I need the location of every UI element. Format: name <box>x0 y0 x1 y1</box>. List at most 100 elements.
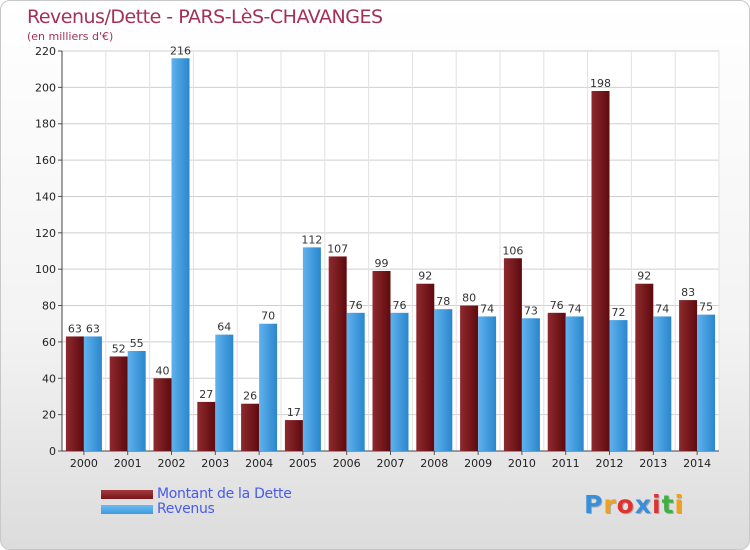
x-tick-label: 2002 <box>158 457 186 470</box>
logo-letter: i <box>674 490 685 519</box>
bar-revenus <box>171 58 190 451</box>
value-label-dette: 17 <box>287 406 301 419</box>
value-label-revenus: 72 <box>612 306 626 319</box>
value-label-dette: 63 <box>68 322 82 335</box>
bar-dette <box>109 356 128 451</box>
value-label-dette: 99 <box>375 257 389 270</box>
value-label-dette: 27 <box>199 388 213 401</box>
value-label-revenus: 74 <box>655 302 669 315</box>
value-label-revenus: 55 <box>130 337 144 350</box>
legend-swatch-dette <box>101 490 153 499</box>
logo-letter: r <box>603 490 617 519</box>
bar-dette <box>547 312 566 451</box>
bar-revenus <box>259 323 278 451</box>
y-tick-label: 60 <box>42 336 56 349</box>
bar-revenus <box>697 314 716 451</box>
chart-subtitle: (en milliers d'€) <box>27 30 114 43</box>
proxiti-logo: Proxiti <box>584 490 684 519</box>
bar-dette <box>679 300 698 451</box>
bar-dette <box>372 271 391 451</box>
bar-dette <box>197 401 216 451</box>
x-tick-label: 2008 <box>420 457 448 470</box>
bar-revenus <box>653 316 672 451</box>
value-label-dette: 92 <box>637 270 651 283</box>
value-label-dette: 107 <box>327 242 348 255</box>
x-tick-label: 2013 <box>639 457 667 470</box>
bar-revenus <box>434 309 453 451</box>
x-tick-label: 2001 <box>114 457 142 470</box>
x-tick-label: 2014 <box>683 457 711 470</box>
y-tick-label: 120 <box>35 227 56 240</box>
bar-revenus <box>521 318 540 451</box>
bar-dette <box>460 305 479 451</box>
bar-dette <box>503 258 522 451</box>
value-label-dette: 80 <box>462 292 476 305</box>
x-tick-label: 2003 <box>201 457 229 470</box>
x-tick-label: 2009 <box>464 457 492 470</box>
logo-letter: t <box>661 490 675 519</box>
value-label-revenus: 70 <box>261 310 275 323</box>
legend-label-dette: Montant de la Dette <box>157 486 292 502</box>
value-label-revenus: 75 <box>699 301 713 314</box>
logo-letter: P <box>584 490 604 519</box>
value-label-dette: 83 <box>681 286 695 299</box>
y-tick-label: 20 <box>42 409 56 422</box>
value-label-dette: 26 <box>243 390 257 403</box>
value-label-revenus: 216 <box>170 44 191 57</box>
x-tick-label: 2000 <box>70 457 98 470</box>
bar-revenus <box>215 334 234 451</box>
bar-revenus <box>390 312 409 451</box>
y-tick-label: 140 <box>35 190 56 203</box>
x-tick-label: 2006 <box>333 457 361 470</box>
legend-label-revenus: Revenus <box>157 501 215 517</box>
y-tick-label: 0 <box>49 445 56 458</box>
logo-letter: i <box>652 490 662 519</box>
y-tick-label: 220 <box>35 45 56 58</box>
value-label-dette: 198 <box>590 77 611 90</box>
bar-dette <box>153 378 172 451</box>
value-label-revenus: 76 <box>393 299 407 312</box>
x-tick-label: 2004 <box>245 457 273 470</box>
y-tick-label: 100 <box>35 263 56 276</box>
legend-swatch-revenus <box>101 505 153 514</box>
value-label-revenus: 64 <box>217 321 231 334</box>
bar-dette <box>284 420 303 451</box>
logo-letter: o <box>616 490 635 519</box>
bar-revenus <box>346 312 365 451</box>
x-tick-label: 2010 <box>508 457 536 470</box>
x-tick-label: 2007 <box>377 457 405 470</box>
value-label-revenus: 78 <box>436 295 450 308</box>
value-label-revenus: 74 <box>568 302 582 315</box>
value-label-dette: 106 <box>502 244 523 257</box>
x-tick-label: 2005 <box>289 457 317 470</box>
y-tick-label: 180 <box>35 118 56 131</box>
bar-revenus <box>565 316 584 451</box>
y-tick-label: 80 <box>42 300 56 313</box>
bar-dette <box>65 336 84 451</box>
bar-revenus <box>478 316 497 451</box>
bar-chart: 0 20 40 60 80 100 120 140 160 180 200 220 63 63 2000 52… <box>35 44 720 470</box>
bar-revenus <box>609 320 628 451</box>
bar-revenus <box>302 247 321 451</box>
bar-dette <box>635 283 654 451</box>
chart-title: Revenus/Dette - PARS-LèS-CHAVANGES <box>27 6 383 28</box>
value-label-revenus: 112 <box>301 233 322 246</box>
bar-dette <box>591 91 610 451</box>
bar-dette <box>241 403 260 451</box>
value-label-dette: 92 <box>418 270 432 283</box>
bar-revenus <box>127 351 146 451</box>
x-tick-label: 2011 <box>552 457 580 470</box>
value-label-revenus: 73 <box>524 304 538 317</box>
y-tick-label: 200 <box>35 81 56 94</box>
bar-revenus <box>83 336 102 451</box>
value-label-revenus: 76 <box>349 299 363 312</box>
logo-letter: x <box>634 490 652 519</box>
y-tick-label: 160 <box>35 154 56 167</box>
value-label-dette: 40 <box>156 364 170 377</box>
value-label-dette: 52 <box>112 342 126 355</box>
x-tick-label: 2012 <box>596 457 624 470</box>
value-label-revenus: 63 <box>86 322 100 335</box>
value-label-revenus: 74 <box>480 302 494 315</box>
y-tick-label: 40 <box>42 372 56 385</box>
